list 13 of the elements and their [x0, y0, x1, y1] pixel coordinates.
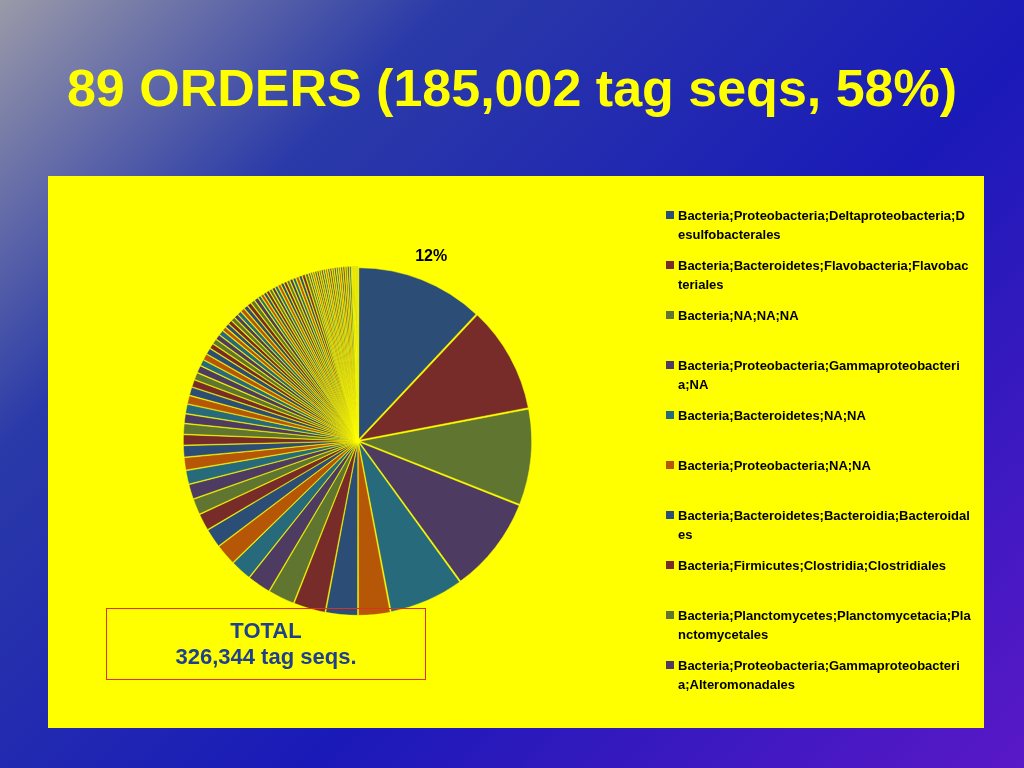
- legend-label: Bacteria;Firmicutes;Clostridia;Clostridiales: [678, 557, 947, 575]
- legend-label: Bacteria;Proteobacteria;Gammaproteobacteria;NA: [678, 357, 961, 394]
- legend-label: Bacteria;Bacteroidetes;Bacteroidia;Bacteroidales: [678, 507, 971, 544]
- data-label: 12%: [415, 246, 448, 264]
- legend-label: Bacteria;Bacteroidetes;NA;NA: [678, 407, 866, 425]
- legend-label: Bacteria;Bacteroidetes;Flavobacteria;Flavobacteriales: [678, 257, 970, 294]
- legend-label: Bacteria;Proteobacteria;NA;NA: [678, 457, 871, 475]
- text: TOTAL 326,344 tag seqs.: [106, 608, 426, 680]
- legend-label: Bacteria;Proteobacteria;Gammaproteobacteria;Alteromonadales: [678, 657, 961, 694]
- legend-label: Bacteria;Proteobacteria;Deltaproteobacteria;Desulfobacterales: [678, 207, 966, 244]
- legend-label: Bacteria;Planctomycetes;Planctomycetacia;Planctomycetales: [678, 607, 971, 644]
- chart-title: 89 ORDERS (185,002 tag seqs, 58%): [65, 58, 959, 118]
- legend-label: Bacteria;NA;NA;NA: [678, 307, 799, 325]
